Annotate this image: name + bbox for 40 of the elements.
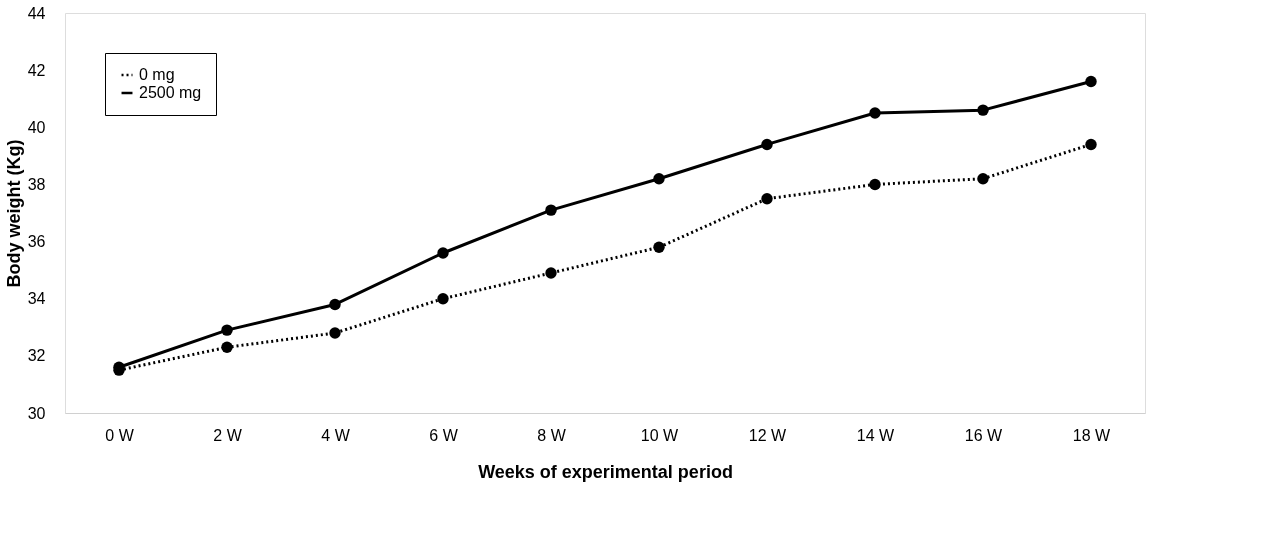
legend-label: 0 mg [139,66,175,83]
point [977,104,989,116]
y-tick-label: 40 [27,118,46,136]
y-tick-label: 44 [27,4,46,22]
point [653,173,665,185]
point [329,298,341,311]
point [977,173,989,185]
point [221,341,233,353]
point [437,247,449,259]
y-tick-label: 30 [27,404,46,422]
y-tick-label: 36 [27,233,46,251]
y-axis-title: Body weight (Kg) [3,139,24,288]
point [437,293,449,305]
x-axis-title: Weeks of experimental period [478,461,733,482]
x-tick-label: 8 W [537,426,567,444]
y-tick-label: 42 [27,61,46,79]
x-tick-label: 6 W [429,426,459,444]
point [221,324,233,336]
x-tick-label: 4 W [321,426,351,444]
point [869,178,881,191]
point [545,267,557,279]
point [329,327,341,339]
y-tick-label: 34 [27,290,46,308]
y-tick-label: 32 [27,347,46,365]
point [761,193,773,205]
x-tick-label: 10 W [640,426,680,444]
point [869,107,881,119]
x-tick-label: 14 W [856,426,896,444]
point [545,204,557,216]
legend-label: 2500 mg [139,84,202,101]
y-tick-label: 38 [27,175,46,193]
x-tick-label: 18 W [1072,426,1112,444]
point [1085,138,1097,151]
x-tick-label: 2 W [213,426,243,444]
x-tick-label: 16 W [964,426,1004,444]
x-tick-label: 12 W [748,426,788,444]
point [653,241,665,253]
x-tick-label: 0 W [105,426,135,444]
point [761,138,773,151]
point [1085,75,1097,88]
